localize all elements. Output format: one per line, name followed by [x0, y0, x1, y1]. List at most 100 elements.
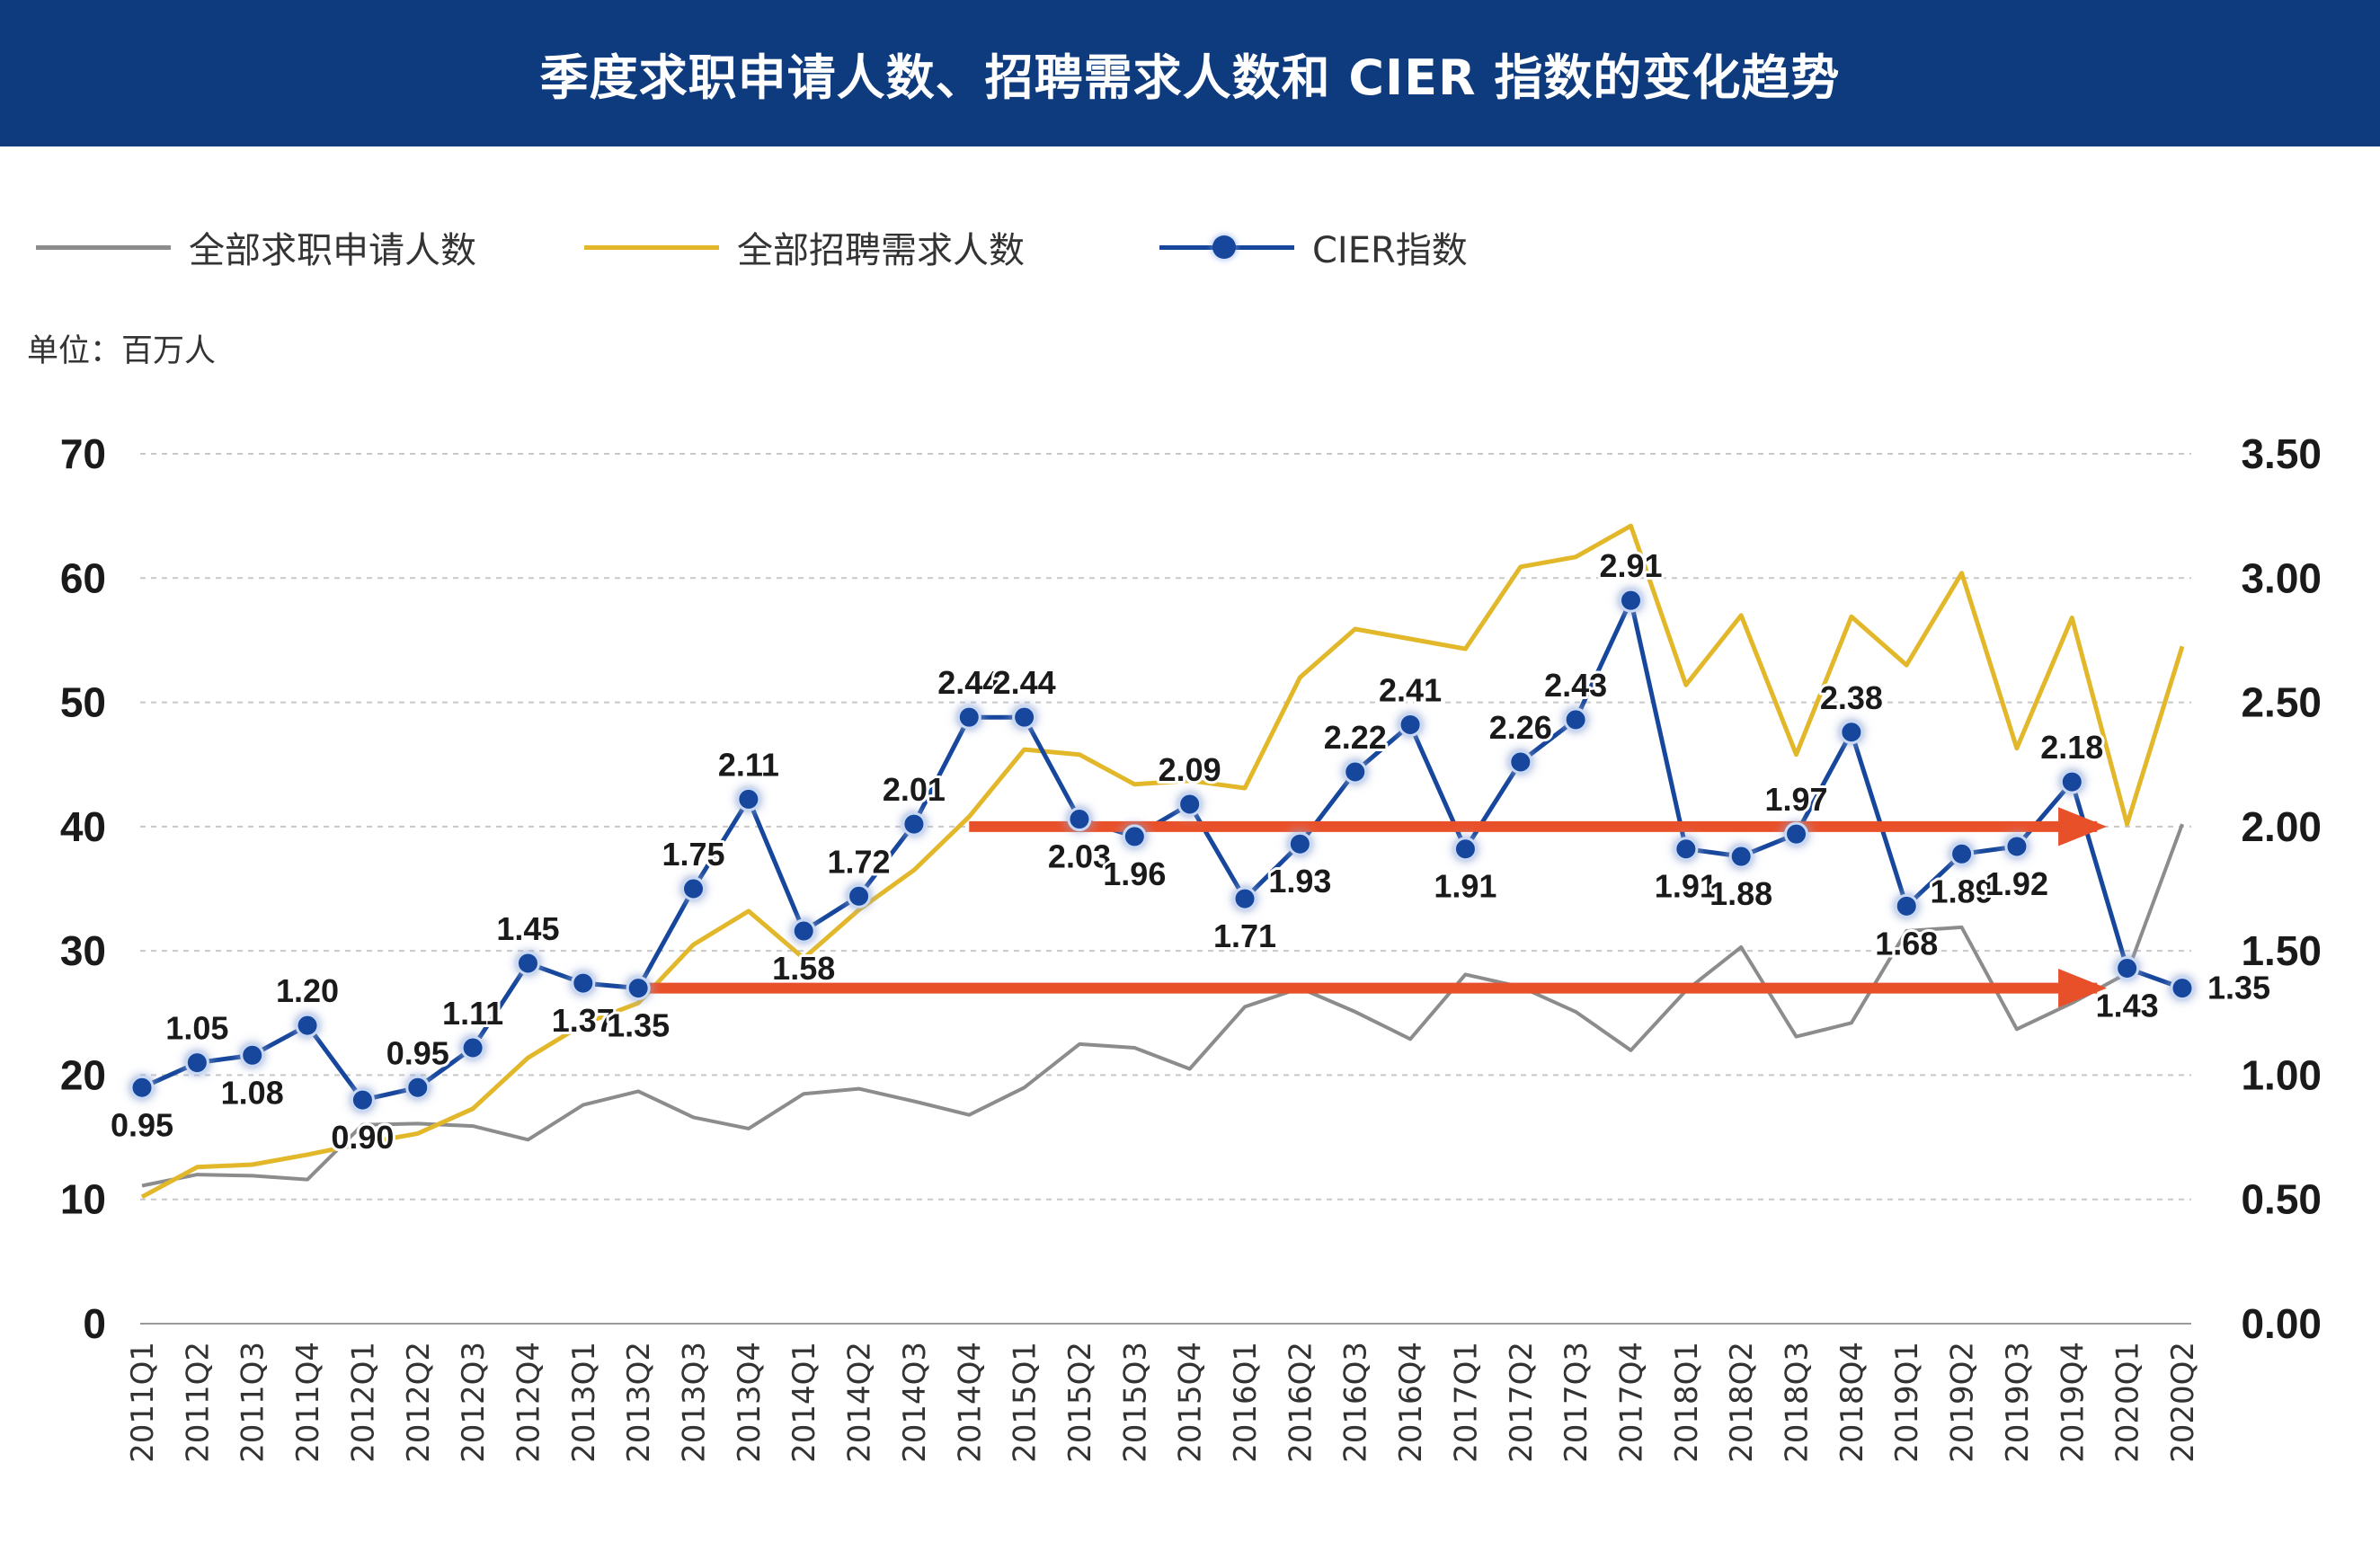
- x-axis-tick-label: 2014Q3: [897, 1342, 933, 1463]
- cier-point: [571, 970, 596, 996]
- right-axis-tick-label: 1.00: [2241, 1051, 2322, 1098]
- x-axis-tick-label: 2017Q1: [1448, 1342, 1484, 1463]
- chart-header: 季度求职申请人数、招聘需求人数和 CIER 指数的变化趋势: [0, 0, 2380, 146]
- x-axis-tick-label: 2019Q3: [2000, 1342, 2036, 1463]
- x-axis-tick-label: 2014Q2: [842, 1342, 878, 1463]
- x-axis-tick-label: 2017Q2: [1504, 1342, 1540, 1463]
- legend-label-applicants: 全部求职申请人数: [189, 230, 476, 271]
- cier-data-label: 0.95: [386, 1034, 449, 1071]
- cier-point: [1784, 821, 1809, 846]
- cier-data-label: 2.11: [718, 746, 779, 783]
- cier-point: [295, 1013, 320, 1038]
- right-axis: 0.00 0.50 1.00 1.50 2.00 2.50 3.00 3.50: [2241, 430, 2322, 1347]
- x-axis-tick-label: 2018Q3: [1780, 1342, 1816, 1463]
- cier-point: [1949, 841, 1975, 866]
- legend-label-cier: CIER指数: [1312, 230, 1468, 271]
- cier-data-labels: 0.951.051.081.200.900.951.111.451.371.35…: [108, 545, 2273, 1158]
- x-axis-tick-label: 2020Q1: [2110, 1342, 2146, 1463]
- left-axis-tick-label: 70: [60, 430, 106, 477]
- cier-line: [140, 598, 2183, 1103]
- cier-data-label: 1.20: [276, 972, 339, 1009]
- x-axis-tick-label: 2016Q4: [1393, 1342, 1429, 1463]
- cier-point: [956, 705, 981, 730]
- cier-point: [1839, 720, 1864, 745]
- cier-point: [2059, 769, 2084, 794]
- cier-data-label: 1.71: [1213, 917, 1276, 954]
- cier-data-label: 1.96: [1103, 855, 1166, 892]
- right-axis-tick-label: 2.00: [2241, 803, 2322, 850]
- right-axis-tick-label: 0.00: [2241, 1300, 2322, 1347]
- cier-point: [515, 951, 540, 976]
- cier-data-label: 1.05: [165, 1010, 228, 1047]
- legend-dot-icon: [1212, 235, 1236, 259]
- cier-data-label: 2.03: [1048, 838, 1111, 875]
- x-axis-tick-label: 2015Q3: [1117, 1342, 1153, 1463]
- cier-point: [791, 918, 816, 944]
- cier-data-label: 1.93: [1268, 863, 1331, 900]
- cier-data-label: 1.11: [442, 995, 503, 1032]
- cier-point: [2115, 956, 2140, 981]
- cier-point: [1894, 893, 1919, 918]
- cier-data-label: 2.18: [2040, 729, 2103, 766]
- cier-point: [1287, 831, 1312, 856]
- x-axis-tick-label: 2017Q4: [1613, 1342, 1649, 1463]
- x-axis-tick-label: 2018Q1: [1669, 1342, 1705, 1463]
- x-axis-tick-label: 2014Q1: [786, 1342, 822, 1463]
- cier-data-label: 1.68: [1875, 925, 1938, 962]
- cier-data-label: 2.22: [1324, 719, 1387, 756]
- left-axis-tick-label: 30: [60, 927, 106, 974]
- cier-point: [1067, 807, 1092, 832]
- gridlines: [140, 453, 2191, 1325]
- chart-title: 季度求职申请人数、招聘需求人数和 CIER 指数的变化趋势: [539, 49, 1841, 106]
- x-axis-tick-label: 2020Q2: [2165, 1342, 2201, 1463]
- cier-point: [1728, 844, 1754, 869]
- x-axis-tick-label: 2012Q3: [456, 1342, 492, 1463]
- x-axis-tick-label: 2015Q4: [1173, 1342, 1209, 1463]
- annotation-arrows: [638, 807, 2108, 1008]
- legend: 全部求职申请人数 全部招聘需求人数 CIER指数: [36, 216, 1564, 279]
- left-axis-tick-label: 0: [83, 1300, 106, 1347]
- cier-point: [847, 883, 872, 908]
- x-axis-tick-label: 2012Q1: [345, 1342, 381, 1463]
- right-axis-tick-label: 3.50: [2241, 430, 2322, 477]
- cier-data-label: 1.88: [1710, 875, 1772, 912]
- cier-point: [1452, 837, 1478, 862]
- cier-point: [626, 976, 651, 1001]
- right-axis-tick-label: 1.50: [2241, 927, 2322, 974]
- left-axis-tick-label: 60: [60, 554, 106, 601]
- cier-point: [405, 1075, 431, 1100]
- x-axis-tick-label: 2013Q1: [566, 1342, 602, 1463]
- x-axis-tick-label: 2011Q4: [290, 1342, 326, 1463]
- cier-data-label: 1.97: [1765, 781, 1828, 818]
- x-axis-tick-label: 2011Q2: [180, 1342, 216, 1463]
- left-axis-tick-label: 40: [60, 803, 106, 850]
- cier-data-label: 1.43: [2096, 988, 2159, 1024]
- cier-data-label: 2.43: [1544, 667, 1607, 704]
- cier-point: [2004, 834, 2029, 859]
- x-axis-tick-label: 2016Q3: [1338, 1342, 1374, 1463]
- cier-data-label: 2.91: [1599, 547, 1662, 584]
- cier-point: [240, 1042, 265, 1068]
- x-axis-tick-label: 2011Q1: [125, 1342, 161, 1463]
- cier-data-label: 2.44: [937, 664, 1000, 701]
- x-axis-tick-label: 2019Q4: [2055, 1342, 2091, 1463]
- right-axis-tick-label: 3.00: [2241, 554, 2322, 601]
- cier-point: [350, 1087, 375, 1112]
- cier-data-label: 1.35: [607, 1007, 670, 1044]
- cier-point: [1232, 886, 1257, 911]
- legend-label-demand: 全部招聘需求人数: [737, 230, 1025, 271]
- cier-data-label: 0.90: [331, 1119, 394, 1156]
- x-axis-tick-label: 2019Q2: [1945, 1342, 1981, 1463]
- cier-data-label: 1.91: [1434, 868, 1496, 905]
- right-axis-tick-label: 0.50: [2241, 1176, 2322, 1223]
- cier-data-label: 1.75: [662, 836, 724, 873]
- cier-data-label: 1.92: [1985, 865, 2048, 902]
- left-axis-tick-label: 20: [60, 1051, 106, 1098]
- left-axis-tick-label: 50: [60, 679, 106, 726]
- left-axis-tick-label: 10: [60, 1176, 106, 1223]
- x-axis-tick-label: 2013Q3: [677, 1342, 713, 1463]
- x-axis-tick-label: 2015Q2: [1062, 1342, 1098, 1463]
- demand-line: [140, 523, 2185, 1200]
- cier-point: [2170, 976, 2195, 1001]
- unit-label: 单位：百万人: [27, 333, 217, 369]
